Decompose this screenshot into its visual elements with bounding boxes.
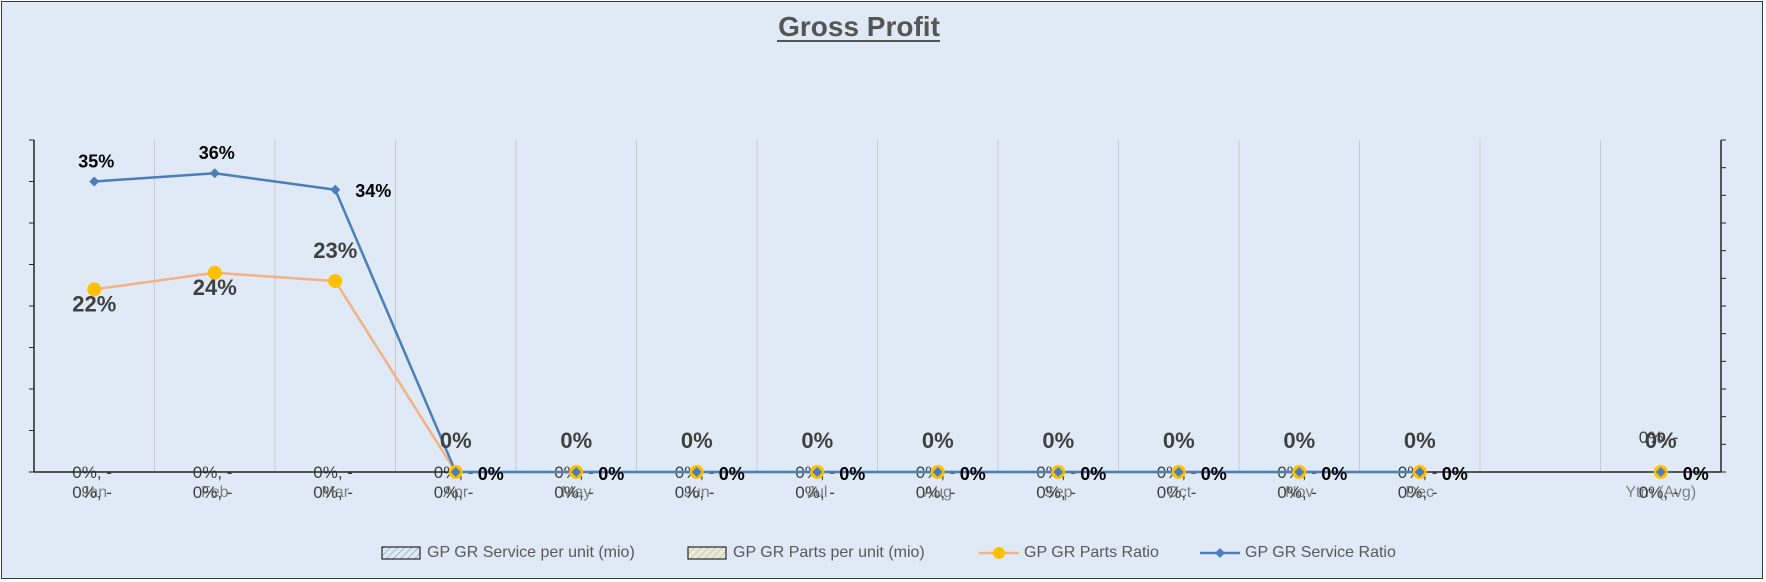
- data-label-parts-ratio: 0%: [1042, 428, 1074, 453]
- data-label-parts-ratio: 0%: [1283, 428, 1315, 453]
- legend-label-service-ratio: GP GR Service Ratio: [1245, 544, 1396, 561]
- legend-swatch-service-ratio-marker: [1215, 548, 1225, 558]
- data-label-parts-per-unit: 0%, -: [1398, 483, 1438, 502]
- marker-service-ratio: [1294, 467, 1305, 477]
- data-label-parts-per-unit: 0%, -: [1639, 483, 1679, 502]
- legend: GP GR Service per unit (mio) GP GR Parts …: [381, 544, 1396, 561]
- data-label-service-ratio: 0%: [598, 464, 624, 484]
- x-tick-label: Oct: [1166, 484, 1191, 501]
- data-label-service-ratio: 0%: [1201, 464, 1227, 484]
- x-tick-label: Jul: [807, 484, 827, 501]
- data-label-service-ratio: 0%: [1321, 464, 1347, 484]
- marker-service-ratio: [1053, 467, 1064, 477]
- legend-label-service-per-unit: GP GR Service per unit (mio): [427, 544, 635, 561]
- data-label-parts-per-unit: 0%, -: [313, 483, 353, 502]
- marker-service-ratio: [209, 168, 220, 179]
- data-label-parts-per-unit: 0%, -: [193, 483, 233, 502]
- legend-label-parts-per-unit: GP GR Parts per unit (mio): [733, 544, 925, 561]
- x-tick-label: Jun: [684, 484, 710, 501]
- data-label-parts-ratio: 0%: [560, 428, 592, 453]
- legend-swatch-service-per-unit: [381, 546, 421, 560]
- x-tick-label: Mar: [321, 484, 349, 501]
- marker-parts-ratio: [328, 274, 343, 289]
- data-label-parts-per-unit: 0%, -: [1277, 483, 1317, 502]
- data-label-service-ratio: 0%: [1442, 464, 1468, 484]
- marker-service-ratio: [932, 467, 943, 477]
- x-tick-label: Feb: [201, 484, 229, 501]
- marker-service-ratio: [1414, 467, 1425, 477]
- x-tick-label: Sep: [1044, 484, 1073, 501]
- marker-parts-ratio: [207, 265, 222, 280]
- marker-parts-ratio: [87, 282, 102, 297]
- data-label-parts-ratio: 0%: [1645, 428, 1677, 453]
- legend-swatch-parts-per-unit: [687, 546, 727, 560]
- marker-service-ratio: [89, 176, 100, 187]
- data-label-service-ratio: 35%: [78, 152, 114, 172]
- x-tick-label: Aug: [924, 484, 952, 501]
- data-label-parts-ratio: 23%: [313, 238, 357, 263]
- marker-service-ratio: [1173, 467, 1184, 477]
- data-label-service-ratio: 34%: [355, 181, 391, 201]
- x-tick-label: May: [561, 484, 591, 501]
- data-label-parts-per-unit: 0%, -: [675, 483, 715, 502]
- data-label-parts-per-unit: 0%, -: [72, 483, 112, 502]
- marker-service-ratio: [330, 184, 341, 195]
- data-label-parts-ratio: 0%: [801, 428, 833, 453]
- chart-title: Gross Profit: [778, 11, 940, 42]
- data-label-parts-ratio: 0%: [1404, 428, 1436, 453]
- marker-service-ratio: [812, 467, 823, 477]
- series-line-service-ratio: [94, 171, 1420, 474]
- marker-service-ratio: [1655, 467, 1666, 477]
- data-label-parts-ratio: 0%: [681, 428, 713, 453]
- data-label-service-ratio: 36%: [199, 143, 235, 163]
- data-label-service-ratio: 0%: [839, 464, 865, 484]
- data-label-parts-ratio: 0%: [1163, 428, 1195, 453]
- marker-service-ratio: [691, 467, 702, 477]
- data-label-parts-ratio: 24%: [193, 275, 237, 300]
- x-tick-label: Nov: [1285, 484, 1313, 501]
- x-tick-label: Apr: [443, 484, 469, 501]
- plot-area: Jan Feb Mar Apr May Jun Jul Aug Sep Oct Nov Dec Ytm …: [29, 139, 1726, 502]
- data-label-parts-per-unit: 0%, -: [434, 483, 474, 502]
- data-label-service-ratio: 0%: [960, 464, 986, 484]
- data-label-service-per-unit: 0%, -: [1639, 428, 1679, 447]
- x-tick-label: Ytm (Avg): [1625, 484, 1696, 501]
- data-label-parts-ratio: 0%: [922, 428, 954, 453]
- data-label-parts-per-unit: 0%, -: [1157, 483, 1197, 502]
- data-label-parts-per-unit: 0%, -: [795, 483, 835, 502]
- data-label-service-ratio: 0%: [719, 464, 745, 484]
- marker-service-ratio: [450, 467, 461, 477]
- x-tick-label: Jan: [81, 484, 107, 501]
- legend-label-parts-ratio: GP GR Parts Ratio: [1024, 544, 1159, 561]
- data-label-service-ratio: 0%: [1080, 464, 1106, 484]
- data-label-parts-per-unit: 0%, -: [916, 483, 956, 502]
- data-label-parts-ratio: 22%: [72, 291, 116, 316]
- x-tick-label: Dec: [1406, 484, 1434, 501]
- data-label-parts-per-unit: 0%, -: [1036, 483, 1076, 502]
- marker-service-ratio: [571, 467, 582, 477]
- data-label-parts-ratio: 0%: [440, 428, 472, 453]
- data-label-service-ratio: 0%: [1683, 464, 1709, 484]
- data-label-service-ratio: 0%: [478, 464, 504, 484]
- data-label-parts-per-unit: 0%, -: [554, 483, 594, 502]
- legend-swatch-parts-ratio-marker: [993, 547, 1005, 559]
